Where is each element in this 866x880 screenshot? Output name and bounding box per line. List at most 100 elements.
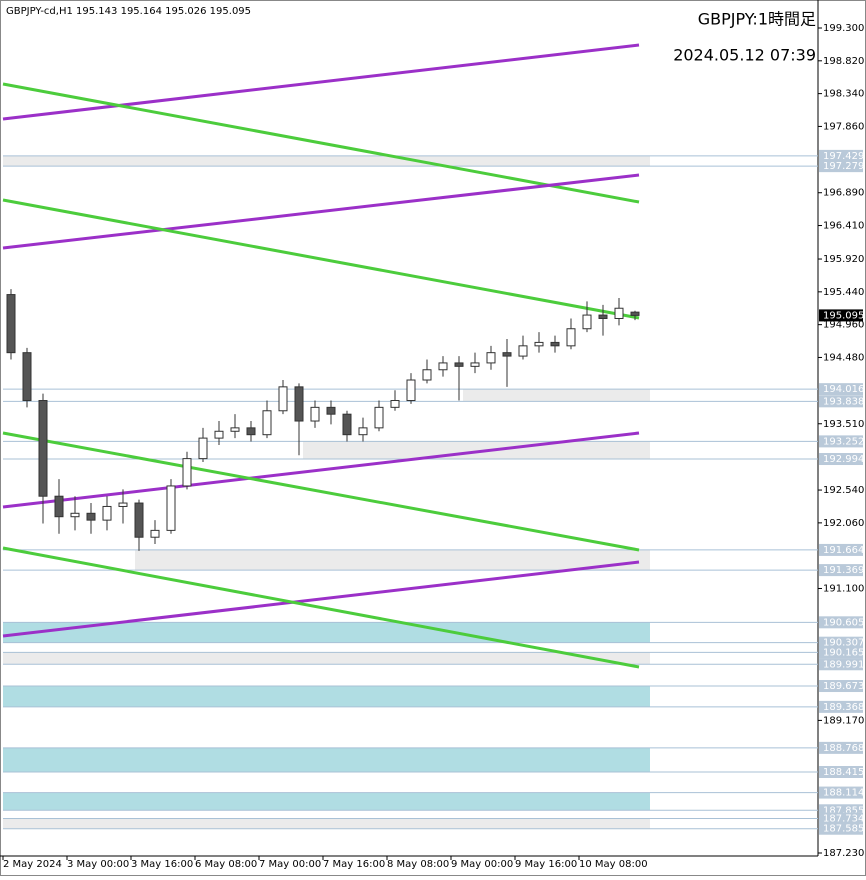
candle-body bbox=[166, 485, 176, 531]
candle-body bbox=[502, 352, 512, 357]
y-tick-label: 194.960 bbox=[823, 320, 864, 331]
level-label: 189.368 bbox=[823, 702, 864, 713]
trend-line bbox=[2, 198, 640, 320]
ohlc-open: 195.143 bbox=[76, 6, 117, 17]
candle-body bbox=[246, 427, 256, 436]
x-tick-label: 8 May 08:00 bbox=[387, 859, 449, 870]
level-label: 187.585 bbox=[823, 824, 864, 835]
candle-body bbox=[278, 386, 288, 412]
y-tick-label: 196.410 bbox=[823, 221, 864, 232]
candle-body bbox=[230, 427, 240, 432]
x-tick-label: 7 May 00:00 bbox=[259, 859, 321, 870]
level-label: 190.307 bbox=[823, 638, 864, 649]
level-label-bg bbox=[819, 658, 863, 671]
level-label: 189.673 bbox=[823, 681, 864, 692]
candle-body bbox=[182, 458, 192, 487]
ohlc-high: 195.164 bbox=[121, 6, 162, 17]
candle-body bbox=[358, 427, 368, 436]
level-label: 188.768 bbox=[823, 743, 864, 754]
level-label: 193.838 bbox=[823, 396, 864, 407]
x-tick-label: 9 May 00:00 bbox=[451, 859, 513, 870]
price-label-bg bbox=[819, 309, 863, 322]
zone bbox=[3, 686, 650, 707]
candle-body bbox=[294, 386, 304, 422]
candle-body bbox=[102, 505, 112, 521]
x-tick-label: 3 May 16:00 bbox=[131, 859, 193, 870]
level-label-bg bbox=[819, 741, 863, 754]
candle-body bbox=[534, 341, 544, 347]
zone bbox=[3, 792, 650, 811]
x-tick-label: 10 May 08:00 bbox=[579, 859, 648, 870]
x-tick-label: 2 May 2024 bbox=[3, 859, 62, 870]
level-label-bg bbox=[819, 453, 863, 466]
candle-body bbox=[470, 362, 480, 367]
level-label-bg bbox=[819, 616, 863, 629]
level-label-bg bbox=[819, 700, 863, 713]
trend-line bbox=[2, 546, 640, 669]
candle-body bbox=[214, 430, 224, 439]
zone bbox=[463, 389, 650, 402]
level-label-bg bbox=[819, 383, 863, 396]
trend-line bbox=[2, 173, 640, 250]
trend-line bbox=[2, 560, 640, 638]
y-tick-label: 192.060 bbox=[823, 518, 864, 529]
candle-body bbox=[550, 341, 560, 347]
zone bbox=[3, 747, 650, 773]
level-label: 192.994 bbox=[823, 454, 864, 465]
candle-body bbox=[406, 379, 416, 402]
candle-body bbox=[118, 502, 128, 507]
level-label: 189.991 bbox=[823, 659, 864, 670]
level-label-bg bbox=[819, 564, 863, 577]
level-label-bg bbox=[819, 636, 863, 649]
zone bbox=[3, 818, 650, 829]
y-tick-label: 197.860 bbox=[823, 121, 864, 132]
candle-body bbox=[614, 307, 624, 319]
trend-line bbox=[2, 82, 640, 204]
zone bbox=[3, 652, 650, 665]
y-tick-label: 198.340 bbox=[823, 89, 864, 100]
trend-line bbox=[2, 431, 640, 552]
level-label: 197.279 bbox=[823, 161, 864, 172]
level-label-bg bbox=[819, 543, 863, 556]
y-tick-label: 198.820 bbox=[823, 56, 864, 67]
y-tick-label: 199.300 bbox=[823, 23, 864, 34]
y-tick-label: 191.100 bbox=[823, 583, 864, 594]
level-label: 187.734 bbox=[823, 814, 864, 825]
candle-body bbox=[38, 400, 48, 497]
level-label-bg bbox=[819, 646, 863, 659]
level-label-bg bbox=[819, 160, 863, 173]
level-label-bg bbox=[819, 435, 863, 448]
level-label-bg bbox=[819, 149, 863, 162]
level-label: 193.252 bbox=[823, 436, 864, 447]
y-tick-label: 194.480 bbox=[823, 352, 864, 363]
candle-body bbox=[22, 352, 32, 402]
level-label: 191.369 bbox=[823, 565, 864, 576]
candle-body bbox=[422, 369, 432, 381]
ohlc-low: 195.026 bbox=[165, 6, 206, 17]
y-tick-label: 195.920 bbox=[823, 254, 864, 265]
level-label-bg bbox=[819, 766, 863, 779]
candle-body bbox=[134, 502, 144, 538]
y-tick-label: 189.170 bbox=[823, 715, 864, 726]
x-tick-label: 3 May 00:00 bbox=[67, 859, 129, 870]
candle-body bbox=[342, 413, 352, 436]
x-tick-label: 9 May 16:00 bbox=[515, 859, 577, 870]
candle-body bbox=[582, 314, 592, 330]
header: GBPJPY-cd,H1 195.143 195.164 195.026 195… bbox=[6, 6, 251, 17]
trend-line bbox=[2, 431, 640, 509]
candle-body bbox=[518, 345, 528, 357]
candle-body bbox=[310, 406, 320, 422]
y-tick-label: 187.230 bbox=[823, 848, 864, 859]
y-tick-label: 192.540 bbox=[823, 485, 864, 496]
level-label-bg bbox=[819, 812, 863, 825]
candle-body bbox=[150, 529, 160, 538]
y-tick-label: 195.440 bbox=[823, 287, 864, 298]
zone bbox=[303, 441, 650, 460]
candle-body bbox=[566, 328, 576, 347]
level-label: 190.605 bbox=[823, 617, 864, 628]
candle-body bbox=[198, 437, 208, 460]
level-label: 197.429 bbox=[823, 151, 864, 162]
